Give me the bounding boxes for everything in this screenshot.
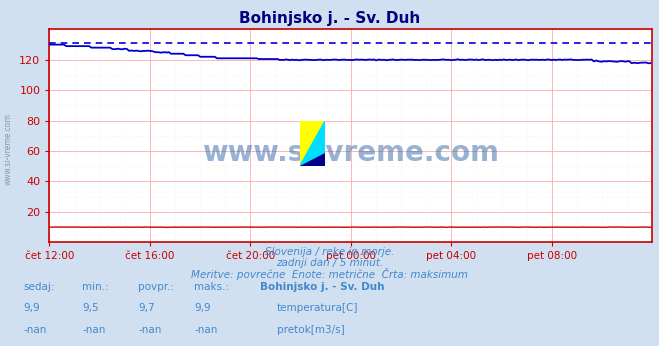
Polygon shape — [300, 121, 325, 166]
Polygon shape — [300, 121, 325, 166]
Text: -nan: -nan — [194, 325, 217, 335]
Text: 9,9: 9,9 — [194, 303, 211, 313]
Text: Slovenija / reke in morje.: Slovenija / reke in morje. — [265, 247, 394, 257]
Text: Bohinjsko j. - Sv. Duh: Bohinjsko j. - Sv. Duh — [239, 11, 420, 26]
Text: pretok[m3/s]: pretok[m3/s] — [277, 325, 345, 335]
Text: zadnji dan / 5 minut.: zadnji dan / 5 minut. — [276, 258, 383, 268]
Text: -nan: -nan — [82, 325, 105, 335]
Text: povpr.:: povpr.: — [138, 282, 175, 292]
Text: Meritve: povrečne  Enote: metrične  Črta: maksimum: Meritve: povrečne Enote: metrične Črta: … — [191, 268, 468, 280]
Text: min.:: min.: — [82, 282, 109, 292]
Text: 9,5: 9,5 — [82, 303, 99, 313]
Text: -nan: -nan — [23, 325, 46, 335]
Text: 9,9: 9,9 — [23, 303, 40, 313]
Text: -nan: -nan — [138, 325, 161, 335]
Polygon shape — [300, 153, 325, 166]
Text: Bohinjsko j. - Sv. Duh: Bohinjsko j. - Sv. Duh — [260, 282, 385, 292]
Text: maks.:: maks.: — [194, 282, 229, 292]
Text: www.si-vreme.com: www.si-vreme.com — [3, 113, 13, 185]
Text: temperatura[C]: temperatura[C] — [277, 303, 358, 313]
Text: 9,7: 9,7 — [138, 303, 155, 313]
Text: www.si-vreme.com: www.si-vreme.com — [202, 139, 500, 167]
Text: sedaj:: sedaj: — [23, 282, 55, 292]
